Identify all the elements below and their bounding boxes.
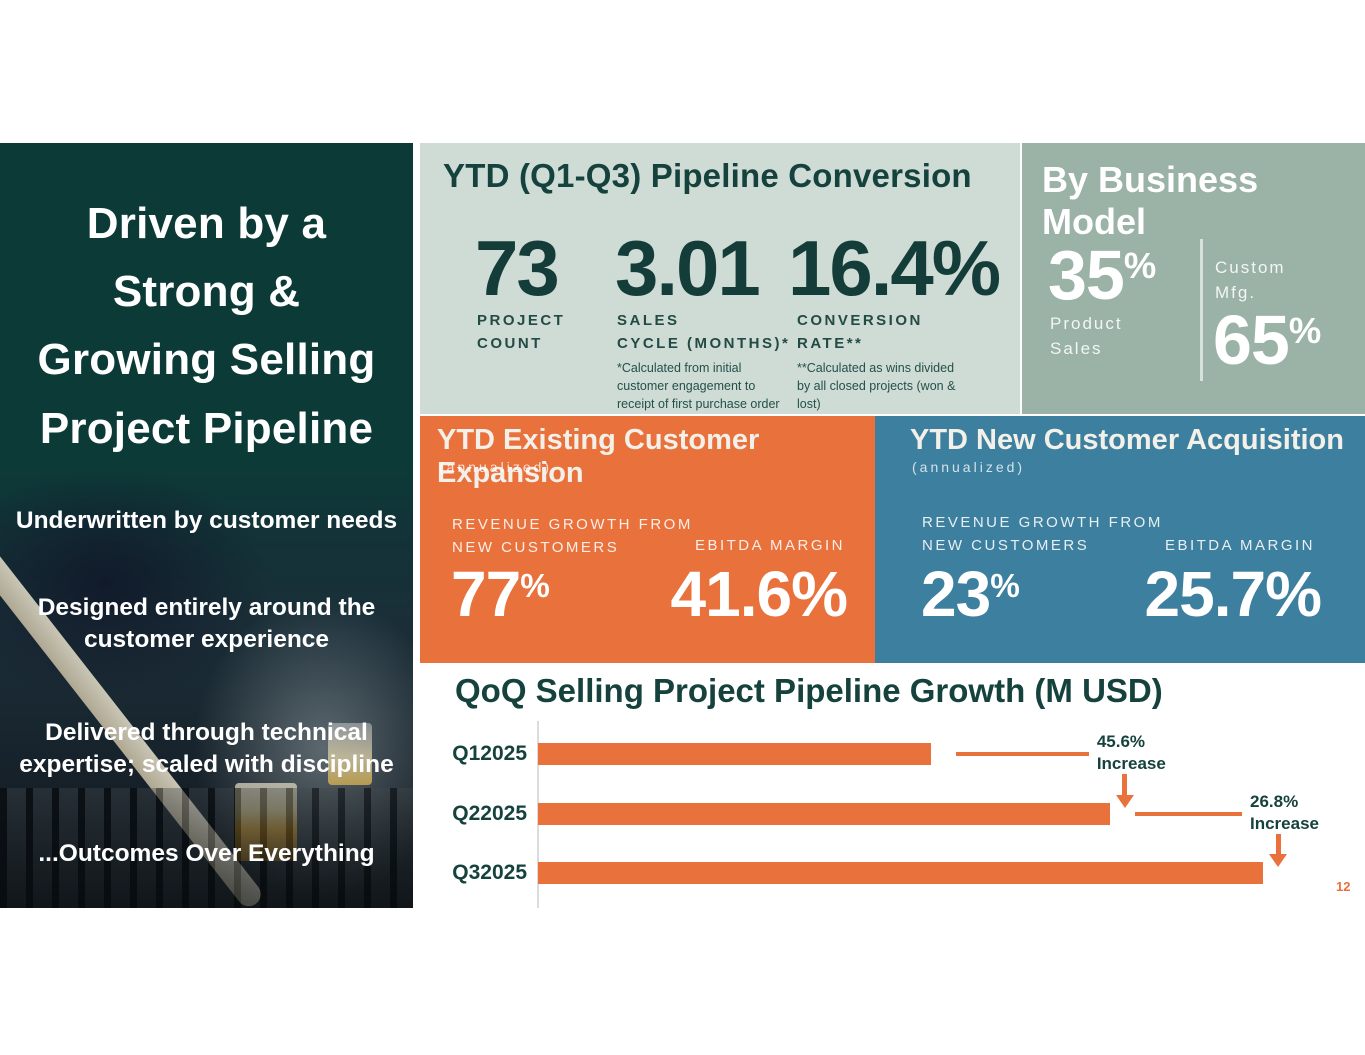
page-number: 12	[1336, 879, 1351, 894]
existing-customer-subtitle: (annualized)	[439, 459, 553, 475]
percent-sign: %	[1123, 244, 1157, 286]
increase-word: Increase	[1250, 814, 1319, 834]
business-model-divider	[1200, 239, 1203, 381]
pipeline-conversion-title: YTD (Q1-Q3) Pipeline Conversion	[443, 157, 972, 194]
increase-percent: 26.8%	[1250, 792, 1299, 811]
ebitda-margin-value: 25.7%	[1144, 558, 1322, 630]
ebitda-margin-label: EBITDA MARGIN	[694, 537, 845, 554]
bullet-customer-needs: Underwritten by customer needs	[15, 507, 398, 534]
new-customer-subtitle: (annualized)	[912, 459, 1026, 475]
increase-annotation: 45.6% Increase	[1097, 731, 1166, 775]
increase-connector-line	[1134, 812, 1242, 816]
increase-annotation: 26.8% Increase	[1250, 791, 1319, 835]
down-arrow-icon	[1122, 774, 1128, 795]
bar-q22025	[538, 803, 1110, 825]
down-arrow-icon	[1115, 795, 1134, 808]
conversion-rate-footnote: **Calculated as wins divided by all clos…	[797, 361, 956, 411]
existing-customer-title: YTD Existing Customer Expansion	[437, 424, 760, 489]
chart-title: QoQ Selling Project Pipeline Growth (M U…	[455, 672, 1163, 709]
percent-sign: %	[990, 567, 1020, 605]
slide-title: Driven by a Strong & Growing Selling Pro…	[37, 199, 376, 453]
percent-sign: %	[520, 567, 550, 605]
glass-beaker	[328, 723, 372, 785]
bullet-technical-expertise: Delivered through technical expertise; s…	[19, 719, 394, 779]
pipeline-conversion-panel: YTD (Q1-Q3) Pipeline Conversion 73 PROJE…	[420, 143, 1020, 414]
worker-silhouette	[0, 468, 270, 698]
percent-sign: %	[1288, 309, 1322, 351]
revenue-growth-value: 77%	[451, 558, 550, 630]
down-arrow-icon	[1275, 834, 1281, 854]
existing-customer-panel: YTD Existing Customer Expansion (annuali…	[420, 416, 875, 663]
revenue-growth-label: REVENUE GROWTH FROM NEW CUSTOMERS	[922, 514, 1163, 554]
increase-word: Increase	[1096, 754, 1166, 774]
custom-mfg-value: 65%	[1213, 301, 1322, 379]
sales-cycle-value: 3.01	[615, 224, 761, 312]
bar-q12025	[538, 743, 931, 765]
project-count-value: 73	[475, 224, 560, 312]
business-model-title: By Business Model	[1042, 159, 1259, 242]
sales-cycle-footnote: *Calculated from initial customer engage…	[617, 361, 780, 411]
category-label: Q12025	[452, 742, 527, 765]
category-label: Q22025	[452, 802, 527, 825]
new-customer-panel: YTD New Customer Acquisition (annualized…	[875, 416, 1365, 663]
industrial-photo	[0, 458, 413, 908]
bullet-outcomes: ...Outcomes Over Everything	[38, 840, 375, 867]
bullet-customer-experience: Designed entirely around the customer ex…	[37, 594, 376, 654]
category-label: Q32025	[452, 861, 527, 884]
conversion-rate-value: 16.4%	[788, 224, 1001, 312]
floor-grating	[0, 788, 413, 908]
revenue-growth-label: REVENUE GROWTH FROM NEW CUSTOMERS	[452, 516, 693, 556]
new-customer-title: YTD New Customer Acquisition	[910, 424, 1344, 456]
product-sales-label: Product Sales	[1050, 314, 1123, 358]
revenue-growth-value: 23%	[921, 558, 1020, 630]
business-model-panel: By Business Model 35% Product Sales Cust…	[1022, 143, 1365, 414]
conversion-rate-label: CONVERSION RATE**	[797, 312, 923, 352]
down-arrow-icon	[1269, 854, 1287, 867]
left-title-panel: Driven by a Strong & Growing Selling Pro…	[0, 143, 413, 908]
ebitda-margin-label: EBITDA MARGIN	[1164, 537, 1315, 554]
custom-mfg-label: Custom Mfg.	[1215, 258, 1286, 302]
increase-connector-line	[955, 752, 1089, 756]
sales-cycle-label: SALES CYCLE (MONTHS)*	[617, 312, 791, 352]
project-count-label: PROJECT COUNT	[477, 312, 566, 352]
bar-q32025	[538, 862, 1263, 884]
increase-percent: 45.6%	[1096, 732, 1146, 751]
ebitda-margin-value: 41.6%	[670, 558, 848, 630]
product-sales-value: 35%	[1048, 236, 1157, 314]
